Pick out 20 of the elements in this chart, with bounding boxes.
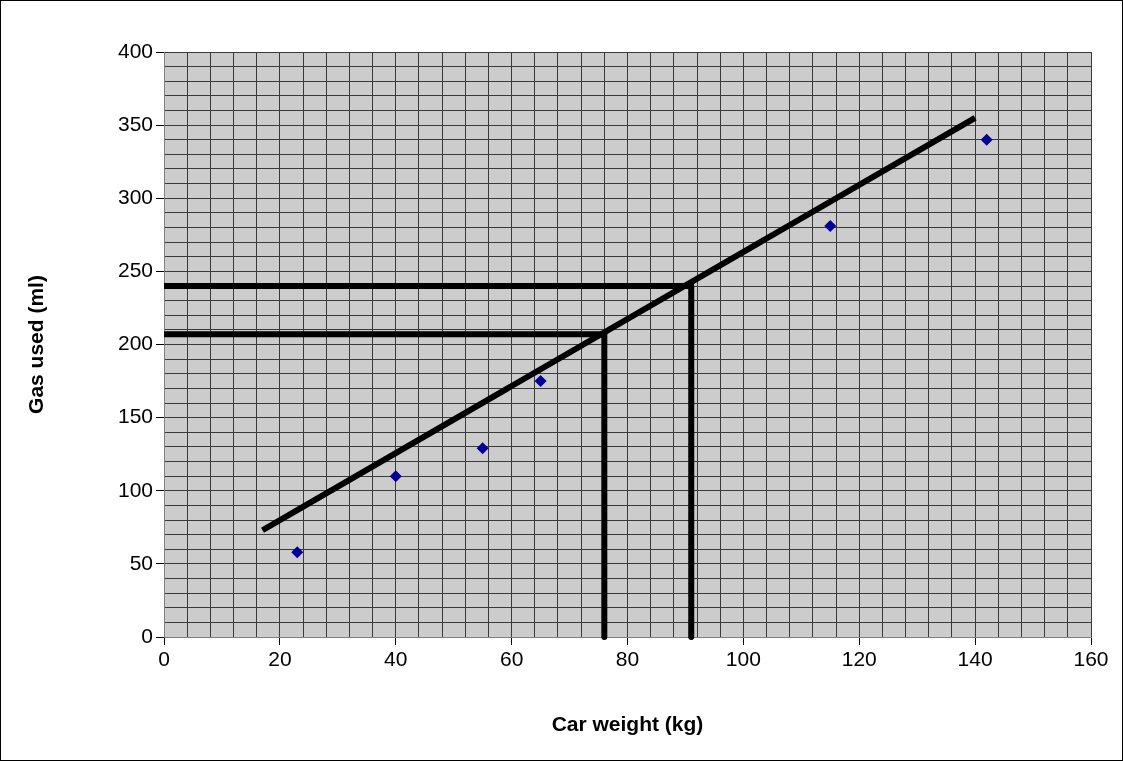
x-axis-title: Car weight (kg) [551,712,704,736]
x-tick-label: 140 [957,647,993,671]
y-axis-title: Gas used (ml) [24,275,48,414]
y-tick-label: 150 [117,404,153,428]
y-tick-label: 300 [117,185,153,209]
y-tick-label: 0 [141,623,153,647]
x-tick-label: 20 [268,647,292,671]
y-tick-label: 250 [117,258,153,282]
x-tick-label: 80 [615,647,640,671]
x-tick-label: 0 [158,647,170,671]
x-tick-label: 60 [499,647,524,671]
y-tick-label: 50 [129,550,153,574]
y-tick-label: 400 [117,38,153,62]
x-tick-label: 160 [1073,647,1109,671]
x-tick-label: 40 [384,647,408,671]
x-tick-label: 100 [725,647,761,671]
y-tick-label: 100 [117,477,153,501]
y-tick-label: 200 [117,331,153,355]
y-tick-label: 350 [117,111,153,135]
x-tick-label: 120 [841,647,877,671]
